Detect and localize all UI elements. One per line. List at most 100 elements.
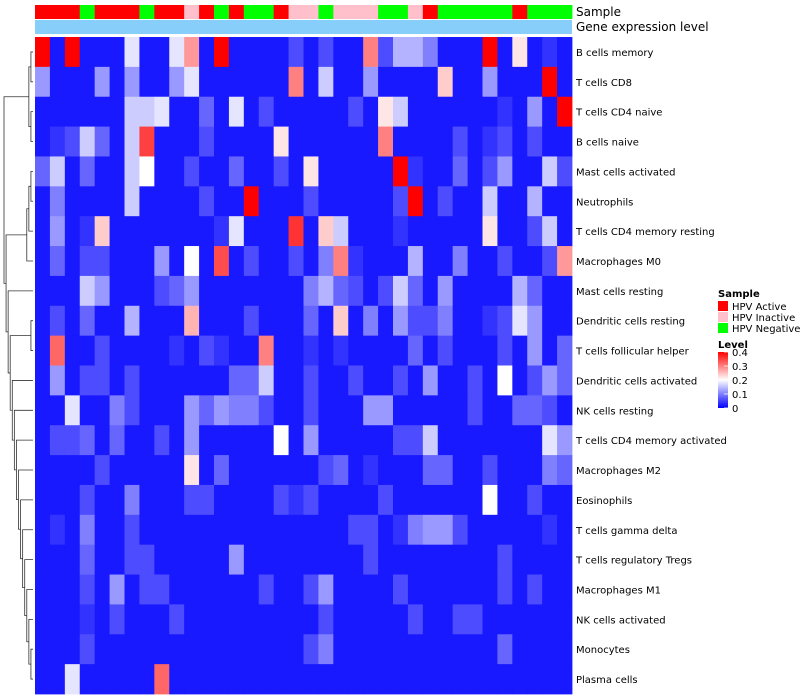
heatmap-cell — [184, 484, 200, 516]
heatmap-cell — [348, 455, 364, 486]
heatmap-cell — [407, 425, 424, 456]
heatmap-cell — [288, 634, 304, 665]
heatmap-cell — [94, 514, 110, 546]
heatmap-cell — [184, 365, 200, 396]
heatmap-cell — [199, 66, 215, 98]
heatmap-cell — [467, 395, 483, 426]
heatmap-cell — [497, 634, 513, 665]
sample-annotation-cell — [154, 5, 170, 19]
heatmap-cell — [49, 335, 66, 366]
heatmap-cell — [79, 37, 96, 68]
row-label: Eosinophils — [576, 496, 632, 507]
heatmap-cell — [94, 544, 110, 575]
heatmap-cell — [527, 216, 543, 247]
heatmap-cell — [422, 544, 439, 575]
heatmap-cell — [527, 365, 543, 396]
dendrogram-branch — [22, 529, 33, 589]
heatmap-cell — [154, 395, 170, 426]
heatmap-cell — [184, 66, 200, 98]
heatmap-cell — [557, 365, 573, 396]
level-legend-tick-label: 0.1 — [732, 390, 748, 401]
heatmap-cell — [422, 634, 439, 665]
heatmap-cell — [109, 664, 125, 695]
heatmap-cell — [64, 544, 81, 575]
heatmap-cell — [154, 455, 170, 486]
heatmap-cell — [482, 634, 498, 665]
heatmap-cell — [184, 186, 200, 217]
heatmap-cell — [303, 455, 319, 486]
heatmap-cell — [512, 664, 528, 695]
heatmap-cell — [542, 484, 558, 516]
heatmap-cell — [467, 186, 483, 217]
heatmap-cell — [49, 305, 66, 337]
heatmap-cell — [512, 156, 528, 187]
heatmap-cell — [124, 335, 140, 366]
heatmap-cell — [393, 604, 409, 635]
heatmap-cell — [333, 66, 349, 98]
heatmap-cell — [243, 514, 260, 546]
heatmap-cell — [378, 574, 394, 605]
expression-annotation-cell — [35, 20, 572, 34]
heatmap-cell — [79, 514, 96, 546]
expression-annotation-bar — [35, 20, 572, 34]
sample-annotation-cell — [184, 5, 200, 19]
heatmap-cell — [378, 246, 394, 277]
heatmap-cell — [288, 484, 304, 516]
heatmap-cell — [258, 216, 275, 247]
sample-annotation-cell — [124, 5, 140, 19]
sample-annotation-cell — [303, 5, 319, 19]
heatmap-cell — [79, 335, 96, 366]
heatmap-cell — [273, 126, 289, 157]
sample-annotation-cell — [169, 5, 185, 19]
heatmap-cell — [497, 246, 513, 277]
heatmap-cell — [109, 246, 125, 277]
heatmap-cell — [482, 275, 498, 307]
heatmap-cell — [393, 365, 409, 396]
heatmap-cell — [378, 634, 394, 665]
heatmap-cell — [527, 96, 543, 127]
sample-annotation-cell — [333, 5, 349, 19]
heatmap-cell — [214, 246, 230, 277]
heatmap-cell — [273, 96, 289, 127]
heatmap-cell — [378, 544, 394, 575]
heatmap-cell — [407, 574, 424, 605]
heatmap-cell — [124, 365, 140, 396]
heatmap-cell — [64, 335, 81, 366]
heatmap-cell — [124, 96, 140, 127]
heatmap-cell — [64, 126, 81, 157]
heatmap-cell — [109, 395, 125, 426]
heatmap-cell — [512, 275, 528, 307]
heatmap-cell — [154, 664, 170, 695]
heatmap-cell — [154, 574, 170, 605]
heatmap-cell — [557, 514, 573, 546]
heatmap-cell — [318, 365, 334, 396]
level-legend-title: Level — [718, 340, 748, 351]
heatmap-cell — [214, 395, 230, 426]
heatmap-cell — [467, 425, 483, 456]
sample-annotation-cell — [64, 5, 81, 19]
heatmap-cell — [393, 156, 409, 187]
heatmap-cell — [94, 216, 110, 247]
heatmap-cell — [94, 425, 110, 456]
heatmap-cell — [94, 246, 110, 277]
heatmap-cell — [497, 544, 513, 575]
heatmap-cell — [79, 186, 96, 217]
heatmap-cell — [94, 365, 110, 396]
heatmap-cell — [363, 664, 379, 695]
heatmap-cell — [348, 335, 364, 366]
heatmap-cell — [407, 275, 424, 307]
heatmap-cell — [437, 544, 454, 575]
heatmap-cell — [497, 604, 513, 635]
heatmap-cell — [482, 246, 498, 277]
heatmap-cell — [452, 96, 468, 127]
heatmap-cell — [79, 216, 96, 247]
row-label: B cells memory — [576, 48, 653, 59]
dendrogram-branch — [30, 320, 33, 351]
heatmap-cell — [318, 425, 334, 456]
heatmap-cell — [94, 96, 110, 127]
heatmap-cell — [482, 126, 498, 157]
heatmap-cell — [49, 544, 66, 575]
heatmap-cell — [214, 484, 230, 516]
heatmap-cell — [184, 216, 200, 247]
heatmap-cell — [243, 664, 260, 695]
